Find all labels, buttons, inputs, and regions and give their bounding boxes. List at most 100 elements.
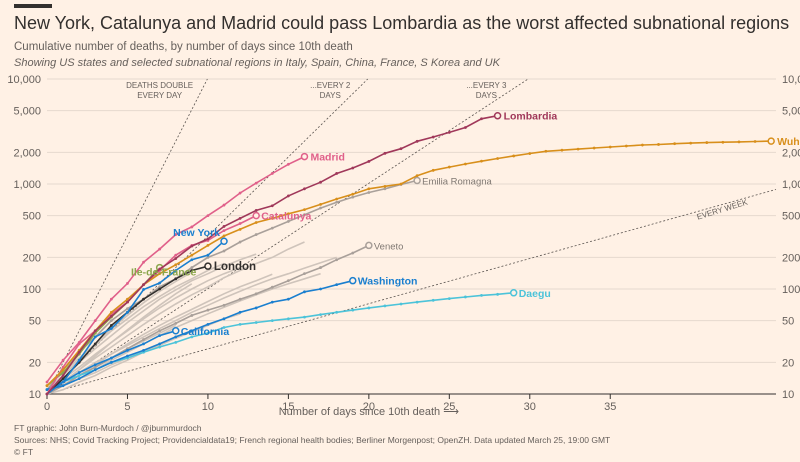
data-point [142,297,145,301]
series-label-washington: Washington [358,276,418,288]
x-tick-label: 25 [443,401,455,413]
data-point [45,384,49,388]
data-point [238,227,242,231]
data-point [158,281,162,285]
series-line-other [46,266,241,391]
data-point [142,260,145,264]
data-point [270,285,274,289]
series-line-emilia-romagna [46,179,418,391]
data-point [351,195,355,199]
series-label-new-york: New York [173,227,220,239]
data-point [190,253,194,257]
data-point [608,145,612,149]
data-point [158,285,162,289]
series-label-ile-de-france: Ile-de-France [131,267,197,279]
data-point [158,345,162,349]
series-line-other [46,241,305,395]
data-point [158,329,162,333]
data-point [109,319,113,323]
y-tick-label-left: 10 [29,389,41,401]
doubling-guide-line [46,78,208,395]
data-point [464,126,467,129]
data-point [222,203,226,207]
data-point [753,140,757,143]
data-point [415,174,419,178]
x-tick-label: 35 [604,401,616,413]
data-point [190,269,194,272]
data-point [641,143,644,147]
data-point [431,298,435,302]
data-point [383,304,387,308]
data-point [158,334,162,337]
data-point [206,255,210,259]
series-end-marker [300,152,309,161]
data-point [351,192,355,196]
y-tick-label-right: 500 [782,211,800,223]
data-point [109,310,113,314]
data-point [93,342,97,346]
data-point [174,335,178,339]
y-tick-label-left: 100 [23,284,41,296]
data-point [447,297,451,301]
data-point [174,263,178,267]
series-end-marker [220,237,228,245]
data-point [721,140,725,144]
data-point [238,222,242,225]
y-tick-label-left: 2,000 [13,147,41,159]
data-point [238,217,242,220]
doubling-guide-label: EVERY WEEK [696,197,750,221]
y-tick-label-right: 10 [782,389,794,401]
data-point [303,315,306,319]
series-label-wuhan: Wuhan [777,136,800,148]
data-point [319,206,322,210]
data-point [399,182,403,186]
data-point [222,224,226,228]
data-point [415,300,419,304]
data-point [383,151,387,155]
data-point [222,234,226,238]
data-point [480,159,483,163]
data-point [254,221,258,224]
doubling-guide-line [46,78,529,395]
data-point [624,144,628,148]
data-point [367,306,371,310]
data-point [286,194,290,198]
data-point [496,157,499,160]
y-tick-label-left: 20 [29,357,41,369]
data-point [303,213,306,217]
series-end-marker [365,241,373,250]
data-point [174,322,178,325]
data-point [351,251,355,255]
series-label-emilia-romagna: Emilia Romagna [422,176,492,187]
data-point [158,267,162,271]
data-point [335,197,339,201]
data-point [383,184,387,188]
data-point [238,323,242,326]
data-point [174,341,178,344]
data-point [206,253,210,257]
data-point [254,233,258,236]
y-tick-label-right: 200 [782,252,800,264]
data-point [158,247,162,251]
data-point [286,212,290,216]
data-point [254,181,258,185]
x-tick-label: 10 [202,401,214,413]
data-point [77,371,81,374]
data-point [158,272,162,276]
data-point [673,142,677,146]
x-tick-label: 20 [363,401,375,413]
y-tick-label-left: 50 [29,316,41,328]
data-point [270,217,274,220]
data-point [174,277,178,281]
data-point [93,363,97,367]
data-point [286,162,290,166]
series-label-madrid: Madrid [310,152,344,164]
series-label-london: London [214,261,256,273]
data-point [286,220,290,223]
x-tick-label: 0 [44,401,50,413]
series-end-marker [509,289,518,297]
data-point [61,384,65,388]
data-point [335,200,339,204]
series-label-california: California [181,326,230,338]
